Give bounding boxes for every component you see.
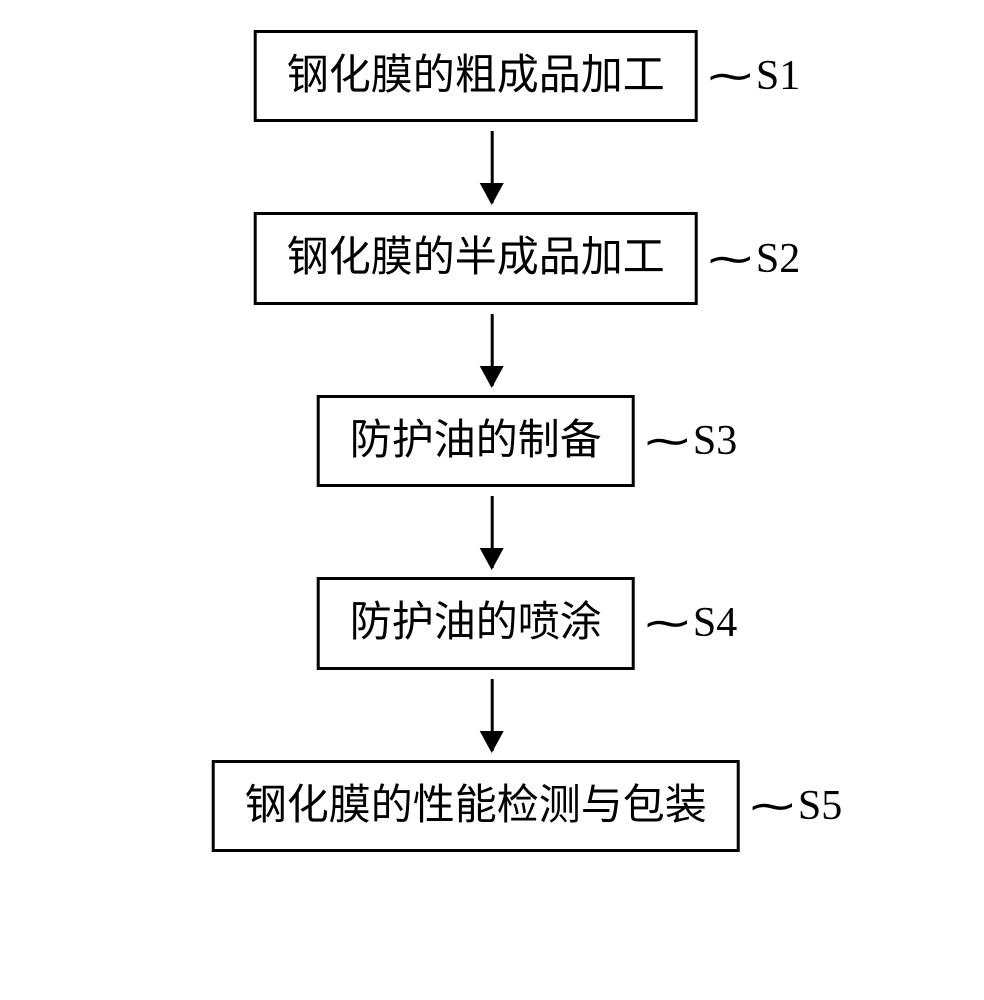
step-label-4: S4 [693, 599, 737, 647]
label-group-5: ∼ S5 [755, 781, 843, 831]
step-row-4: 防护油的喷涂 ∼ S4 [247, 577, 738, 669]
step-text-1: 钢化膜的粗成品加工 [287, 53, 665, 99]
step-text-2: 钢化膜的半成品加工 [287, 235, 665, 281]
arrow-line-icon [490, 314, 493, 386]
label-group-2: ∼ S2 [713, 234, 801, 284]
step-row-2: 钢化膜的半成品加工 ∼ S2 [184, 212, 801, 304]
arrow-4 [142, 670, 843, 760]
step-label-2: S2 [756, 235, 800, 283]
step-row-5: 钢化膜的性能检测与包装 ∼ S5 [142, 760, 843, 852]
step-text-3: 防护油的制备 [350, 418, 602, 464]
step-text-4: 防护油的喷涂 [350, 600, 602, 646]
step-box-3: 防护油的制备 [317, 395, 635, 487]
label-group-4: ∼ S4 [650, 598, 738, 648]
arrow-line-icon [490, 496, 493, 568]
tilde-icon: ∼ [641, 416, 694, 466]
arrow-2 [142, 305, 843, 395]
label-group-1: ∼ S1 [713, 51, 801, 101]
step-row-3: 防护油的制备 ∼ S3 [247, 395, 738, 487]
step-box-4: 防护油的喷涂 [317, 577, 635, 669]
step-row-1: 钢化膜的粗成品加工 ∼ S1 [184, 30, 801, 122]
step-label-3: S3 [693, 417, 737, 465]
arrow-line-icon [490, 131, 493, 203]
tilde-icon: ∼ [746, 781, 799, 831]
arrow-3 [142, 487, 843, 577]
step-box-2: 钢化膜的半成品加工 [254, 212, 698, 304]
step-label-1: S1 [756, 52, 800, 100]
tilde-icon: ∼ [704, 234, 757, 284]
tilde-icon: ∼ [641, 598, 694, 648]
step-text-5: 钢化膜的性能检测与包装 [245, 783, 707, 829]
label-group-3: ∼ S3 [650, 416, 738, 466]
step-box-5: 钢化膜的性能检测与包装 [212, 760, 740, 852]
arrow-1 [142, 122, 843, 212]
step-box-1: 钢化膜的粗成品加工 [254, 30, 698, 122]
arrow-line-icon [490, 679, 493, 751]
step-label-5: S5 [798, 782, 842, 830]
flowchart-container: 钢化膜的粗成品加工 ∼ S1 钢化膜的半成品加工 ∼ S2 防护油的制备 ∼ S… [142, 30, 843, 852]
tilde-icon: ∼ [704, 51, 757, 101]
